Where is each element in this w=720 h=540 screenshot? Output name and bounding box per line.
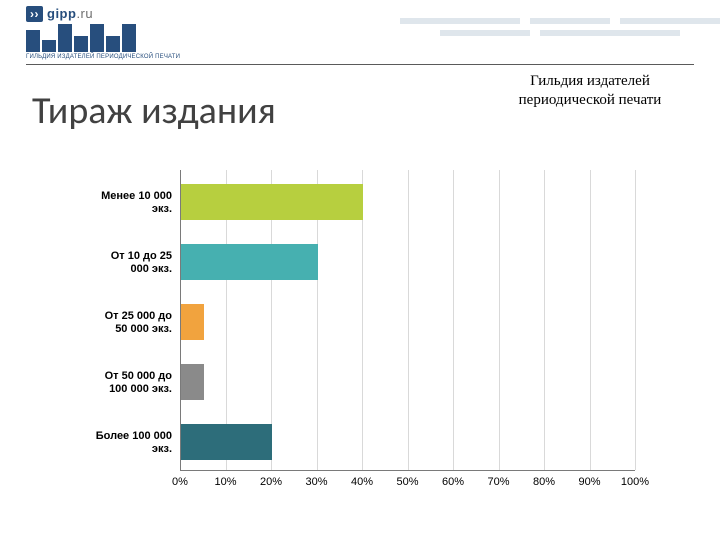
logo-site-tld: .ru xyxy=(76,6,93,21)
x-tick-label: 30% xyxy=(305,476,327,488)
x-tick-label: 80% xyxy=(533,476,555,488)
x-tick-label: 10% xyxy=(214,476,236,488)
gridline xyxy=(590,170,591,470)
x-tick-label: 40% xyxy=(351,476,373,488)
bar xyxy=(181,364,204,400)
bar xyxy=(181,184,363,220)
category-label: От 10 до 25000 экз. xyxy=(60,250,172,275)
gridline xyxy=(544,170,545,470)
category-label: Менее 10 000экз. xyxy=(60,190,172,215)
gridline xyxy=(408,170,409,470)
org-line2: периодической печати xyxy=(490,91,690,110)
logo: ›› gipp.ru ГИЛЬДИЯ ИЗДАТЕЛЕЙ ПЕРИОДИЧЕСКО… xyxy=(26,6,180,60)
gridline xyxy=(499,170,500,470)
page-title: Тираж издания xyxy=(32,88,276,134)
x-tick-label: 70% xyxy=(487,476,509,488)
x-tick-label: 60% xyxy=(442,476,464,488)
top-decoration xyxy=(400,18,720,44)
chart: Менее 10 000экз. От 10 до 25000 экз. От 25… xyxy=(60,170,635,500)
logo-site-name: gipp xyxy=(47,6,76,21)
logo-bars-icon xyxy=(26,24,180,52)
logo-tagline: ГИЛЬДИЯ ИЗДАТЕЛЕЙ ПЕРИОДИЧЕСКОЙ ПЕЧАТИ xyxy=(26,54,180,60)
org-title: Гильдия издателей периодической печати xyxy=(490,72,690,110)
bar xyxy=(181,424,272,460)
x-tick-label: 90% xyxy=(578,476,600,488)
x-tick-label: 0% xyxy=(172,476,188,488)
category-label: От 25 000 до50 000 экз. xyxy=(60,310,172,335)
x-tick-label: 100% xyxy=(621,476,649,488)
logo-arrows-icon: ›› xyxy=(26,6,43,22)
axis-x xyxy=(180,470,635,471)
category-label: Более 100 000экз. xyxy=(60,430,172,455)
x-tick-label: 20% xyxy=(260,476,282,488)
gridline xyxy=(453,170,454,470)
bar xyxy=(181,244,318,280)
slide: ›› gipp.ru ГИЛЬДИЯ ИЗДАТЕЛЕЙ ПЕРИОДИЧЕСКО… xyxy=(0,0,720,540)
gridline xyxy=(635,170,636,470)
category-label: От 50 000 до100 000 экз. xyxy=(60,370,172,395)
header-divider xyxy=(26,64,694,65)
logo-site: ›› gipp.ru xyxy=(26,6,180,22)
bar xyxy=(181,304,204,340)
x-tick-label: 50% xyxy=(396,476,418,488)
org-line1: Гильдия издателей xyxy=(490,72,690,91)
